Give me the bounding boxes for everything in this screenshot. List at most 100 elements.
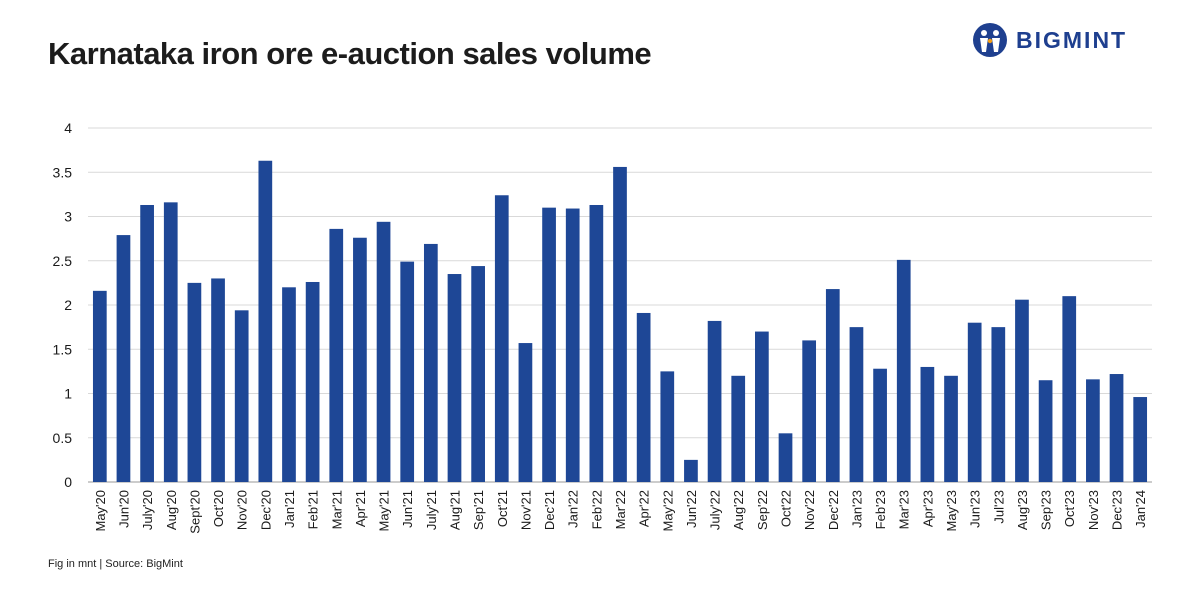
bar bbox=[1062, 296, 1077, 482]
source-note: Fig in mnt | Source: BigMint bbox=[48, 558, 183, 570]
x-tick-label: July'20 bbox=[140, 490, 155, 530]
bar bbox=[305, 281, 320, 482]
bar bbox=[258, 160, 273, 482]
x-tick-label: Nov'21 bbox=[518, 490, 533, 530]
bar bbox=[140, 204, 154, 482]
bar bbox=[778, 433, 793, 482]
x-tick-label: Apr'21 bbox=[353, 490, 368, 527]
bar bbox=[920, 366, 935, 482]
bar bbox=[92, 290, 107, 482]
x-tick-label: Aug'20 bbox=[164, 490, 179, 530]
y-tick-label: 0.5 bbox=[53, 430, 73, 446]
x-tick-label: July'22 bbox=[708, 490, 723, 530]
x-tick-label: May'23 bbox=[944, 490, 959, 532]
bar bbox=[471, 266, 485, 482]
bar bbox=[376, 221, 391, 482]
brand-name: BIGMINT bbox=[1016, 26, 1128, 53]
bar bbox=[329, 228, 344, 482]
x-tick-label: Apr'23 bbox=[920, 490, 935, 527]
x-tick-label: Oct'21 bbox=[495, 490, 510, 527]
bar bbox=[755, 331, 769, 482]
x-tick-label: Dec'20 bbox=[258, 490, 273, 530]
x-tick-label: Dec'23 bbox=[1110, 490, 1125, 530]
x-tick-label: Jun'22 bbox=[684, 490, 699, 528]
bar bbox=[494, 195, 509, 482]
bar bbox=[1038, 380, 1053, 482]
x-axis-ticks: May'20 Jun'20 July'20 Aug'20 Sept'20 Oct'20 No… bbox=[93, 490, 1148, 534]
x-tick-label: Nov'20 bbox=[235, 490, 250, 530]
x-tick-label: Oct'20 bbox=[211, 490, 226, 527]
bar bbox=[423, 243, 438, 482]
y-tick-label: 2 bbox=[64, 297, 72, 313]
x-tick-label: Sep'23 bbox=[1039, 490, 1054, 530]
y-tick-label: 0 bbox=[64, 474, 72, 490]
y-tick-label: 2.5 bbox=[53, 253, 73, 269]
x-tick-label: Aug'23 bbox=[1015, 490, 1030, 530]
bar bbox=[636, 312, 651, 482]
bar bbox=[1109, 374, 1124, 482]
x-tick-label: Feb'23 bbox=[873, 490, 888, 529]
bigmint-logo: BIGMINT bbox=[972, 22, 1127, 58]
y-axis-ticks: 0 0.5 1 1.5 2 2.5 3 3.5 4 bbox=[53, 120, 73, 490]
chart-title: Karnataka iron ore e-auction sales volum… bbox=[48, 36, 652, 71]
bar bbox=[565, 208, 580, 482]
x-tick-label: Jun'21 bbox=[400, 490, 415, 528]
bar bbox=[518, 343, 533, 482]
x-tick-label: Sep'21 bbox=[471, 490, 486, 530]
bar bbox=[660, 371, 675, 482]
y-tick-label: 3.5 bbox=[53, 164, 73, 180]
x-tick-label: July'21 bbox=[424, 490, 439, 530]
x-tick-label: Jan'24 bbox=[1133, 490, 1148, 528]
x-tick-label: Jul'23 bbox=[991, 490, 1006, 524]
y-tick-label: 3 bbox=[64, 209, 72, 225]
x-tick-label: Feb'22 bbox=[589, 490, 604, 529]
x-tick-label: Apr'22 bbox=[637, 490, 652, 527]
x-tick-label: Jan'23 bbox=[849, 490, 864, 528]
x-tick-label: Mar'22 bbox=[613, 490, 628, 529]
bar bbox=[731, 375, 746, 482]
bar bbox=[849, 327, 864, 482]
x-tick-label: Aug'22 bbox=[731, 490, 746, 530]
bar bbox=[684, 459, 698, 482]
x-tick-label: May'22 bbox=[660, 490, 675, 532]
x-tick-label: Dec'22 bbox=[826, 490, 841, 530]
x-tick-label: Dec'21 bbox=[542, 490, 557, 530]
bar bbox=[187, 282, 202, 482]
bars bbox=[92, 160, 1148, 482]
y-tick-label: 4 bbox=[64, 120, 72, 136]
bar bbox=[353, 237, 367, 482]
x-tick-label: Sept'20 bbox=[187, 490, 202, 534]
bar bbox=[967, 322, 982, 482]
bar bbox=[163, 202, 178, 482]
bar bbox=[613, 166, 627, 482]
x-tick-label: May'21 bbox=[377, 490, 392, 532]
x-tick-label: Jan'22 bbox=[566, 490, 581, 528]
bar bbox=[211, 278, 225, 482]
bar bbox=[991, 327, 1006, 482]
bar bbox=[116, 235, 131, 482]
x-tick-label: Nov'23 bbox=[1086, 490, 1101, 530]
bar bbox=[589, 204, 604, 482]
bar bbox=[1086, 379, 1100, 482]
bar bbox=[1133, 397, 1148, 482]
bar bbox=[542, 207, 556, 482]
x-tick-label: Oct'23 bbox=[1062, 490, 1077, 527]
bar bbox=[234, 310, 249, 482]
bar bbox=[825, 289, 840, 482]
bar bbox=[1015, 299, 1029, 482]
bar bbox=[944, 375, 958, 482]
bigmint-logo-icon bbox=[973, 23, 1007, 57]
bar bbox=[896, 259, 911, 482]
bar bbox=[447, 274, 462, 482]
bar bbox=[802, 340, 817, 482]
x-tick-label: Oct'22 bbox=[779, 490, 794, 527]
bar bbox=[707, 320, 722, 482]
x-tick-label: Mar'23 bbox=[897, 490, 912, 529]
x-tick-label: Jun'20 bbox=[116, 490, 131, 528]
x-tick-label: Aug'21 bbox=[447, 490, 462, 530]
y-tick-label: 1 bbox=[64, 386, 72, 402]
bar bbox=[400, 261, 415, 482]
x-tick-label: Feb'21 bbox=[306, 490, 321, 529]
x-tick-label: Nov'22 bbox=[802, 490, 817, 530]
